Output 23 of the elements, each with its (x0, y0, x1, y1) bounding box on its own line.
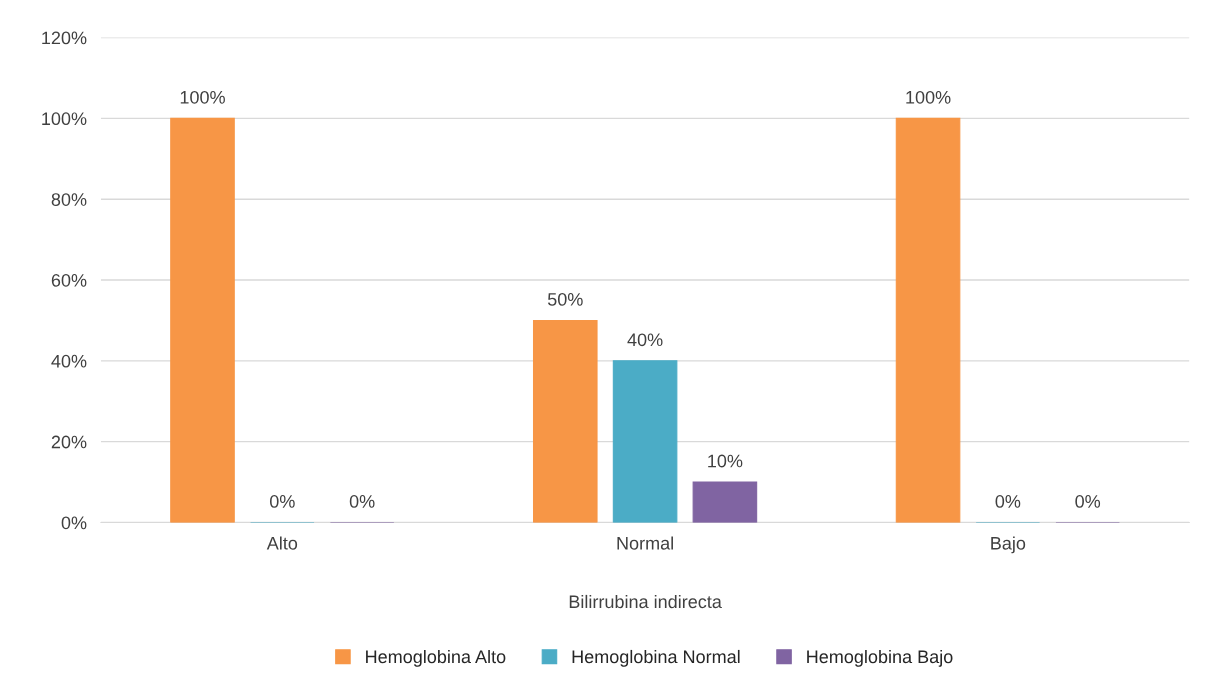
legend-label: Hemoglobina Bajo (807, 649, 953, 667)
x-tick-label: Alto (266, 536, 298, 550)
y-tick-label: 40% (51, 354, 87, 368)
data-label: 0% (995, 495, 1021, 508)
y-tick-label: 100% (42, 112, 87, 126)
data-label: 0% (349, 495, 375, 508)
y-tick-label: 120% (42, 31, 87, 45)
x-axis-title: Bilirrubina indirecta (569, 594, 722, 609)
data-label: 10% (708, 454, 743, 468)
data-label: 40% (627, 333, 663, 347)
y-tick-label: 0% (61, 516, 87, 530)
data-label: 100% (906, 90, 951, 104)
legend-label: Hemoglobina Normal (572, 649, 740, 667)
data-label: 100% (180, 90, 225, 104)
y-tick-label: 60% (51, 273, 87, 287)
legend-label: Hemoglobina Alto (366, 649, 506, 667)
y-tick-label: 20% (51, 435, 87, 449)
data-label: 50% (547, 292, 583, 306)
x-tick-label: Normal (617, 536, 673, 550)
data-label: 0% (1075, 495, 1101, 508)
x-tick-label: Bajo (991, 536, 1026, 554)
y-tick-label: 80% (51, 193, 87, 206)
data-label: 0% (269, 495, 295, 508)
